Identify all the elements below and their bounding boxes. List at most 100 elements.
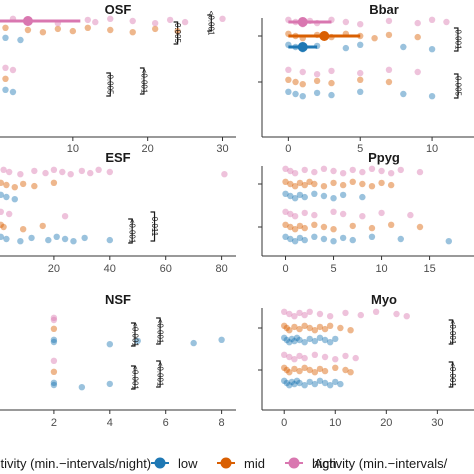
data-point-mid [3, 181, 10, 189]
data-point-high [443, 18, 450, 26]
data-point-low [339, 191, 347, 199]
data-point-low [359, 193, 366, 201]
x-tick-label: 10 [375, 263, 387, 275]
data-point-mid [50, 179, 58, 186]
data-point-high [282, 165, 289, 172]
data-point-high [106, 168, 114, 176]
data-point-low [311, 380, 319, 388]
x-tick-label: 8 [219, 417, 225, 429]
data-point-low [9, 88, 17, 96]
data-point-low [0, 233, 4, 240]
data-point-mid [24, 26, 32, 34]
x-tick-label: 60 [160, 263, 172, 275]
x-tick-label: 40 [104, 263, 116, 275]
significance-label: 0.001 [453, 29, 462, 50]
data-point-high [313, 71, 321, 78]
data-point-low [311, 337, 319, 345]
data-point-high [5, 168, 13, 176]
data-point-mid [347, 369, 354, 376]
data-point-mid [19, 226, 27, 233]
data-point-high [414, 68, 421, 76]
data-point-high [368, 165, 376, 172]
data-point-high [281, 351, 288, 358]
data-point-high [61, 213, 69, 220]
data-point-high [414, 19, 421, 27]
data-point-mid [313, 77, 321, 85]
data-point-high [219, 15, 226, 22]
data-point-mid [349, 222, 356, 230]
x-tick-label: 6 [163, 417, 169, 429]
data-point-mid [387, 221, 395, 228]
data-point-mid [285, 76, 292, 84]
significance-bracket [448, 361, 454, 388]
data-point-mid [316, 365, 324, 373]
data-point-high [50, 314, 58, 321]
data-point-low [368, 233, 376, 240]
data-point-low [283, 336, 290, 344]
data-point-mid [291, 323, 298, 331]
points-layer [0, 15, 452, 391]
data-point-mid [311, 369, 319, 376]
significance-bracket [156, 317, 161, 345]
data-point-high [339, 170, 347, 177]
data-point-high [428, 16, 436, 23]
data-point-high [84, 16, 92, 24]
data-point-mid [286, 327, 293, 334]
data-point-low [11, 196, 18, 203]
data-point-mid [296, 179, 304, 187]
data-point-low [287, 235, 294, 243]
data-point-mid [0, 223, 7, 231]
significance-bracket [128, 218, 133, 244]
significance-bracket [453, 73, 459, 99]
x-tick-label: 10 [329, 417, 341, 429]
data-point-high [287, 210, 294, 218]
data-point-low [28, 234, 35, 242]
data-point-low [287, 192, 294, 200]
significance-label: <0.001 [448, 362, 457, 387]
data-point-high [301, 166, 308, 174]
data-point-high [357, 311, 364, 319]
data-point-low [291, 337, 298, 345]
panel-title: Ppyg [368, 150, 400, 165]
data-point-low [332, 335, 339, 343]
x-tick-label: 2 [51, 417, 57, 429]
data-point-low [428, 46, 436, 53]
x-tick-label: 20 [380, 417, 392, 429]
data-point-mid [281, 364, 288, 371]
significance-label: <0.001 [448, 320, 457, 345]
data-point-low [291, 380, 298, 388]
data-point-mid [311, 327, 319, 334]
data-point-mid [19, 180, 27, 188]
summary-mean [319, 31, 330, 41]
data-point-mid [299, 81, 306, 88]
data-point-mid [385, 78, 393, 86]
data-point-low [291, 195, 299, 202]
panel-title: OSF [105, 2, 132, 17]
significance-bracket [173, 21, 179, 45]
x-axis-label: ctivity (min.−intervals/night) [0, 456, 151, 471]
data-point-mid [306, 324, 313, 332]
significance-label: <0.001 [130, 322, 139, 347]
data-point-high [9, 66, 17, 74]
data-point-high [357, 21, 364, 28]
summary-mean [297, 42, 308, 52]
data-point-high [316, 310, 324, 318]
significance-bracket [448, 319, 454, 345]
data-point-low [293, 377, 301, 384]
data-point-high [332, 356, 339, 363]
data-point-low [337, 380, 344, 388]
data-point-high [352, 354, 359, 362]
data-point-low [53, 233, 60, 240]
data-point-mid [283, 324, 290, 332]
data-point-high [339, 210, 347, 218]
data-point-low [286, 339, 293, 346]
data-point-low [61, 235, 69, 243]
data-point-low [313, 89, 321, 97]
data-point-low [81, 234, 88, 242]
data-point-high [359, 168, 366, 176]
axes-layer [0, 14, 474, 414]
x-tick-label: 5 [357, 143, 363, 155]
data-point-low [78, 384, 86, 391]
data-point-low [281, 377, 288, 384]
data-point-high [107, 15, 114, 22]
